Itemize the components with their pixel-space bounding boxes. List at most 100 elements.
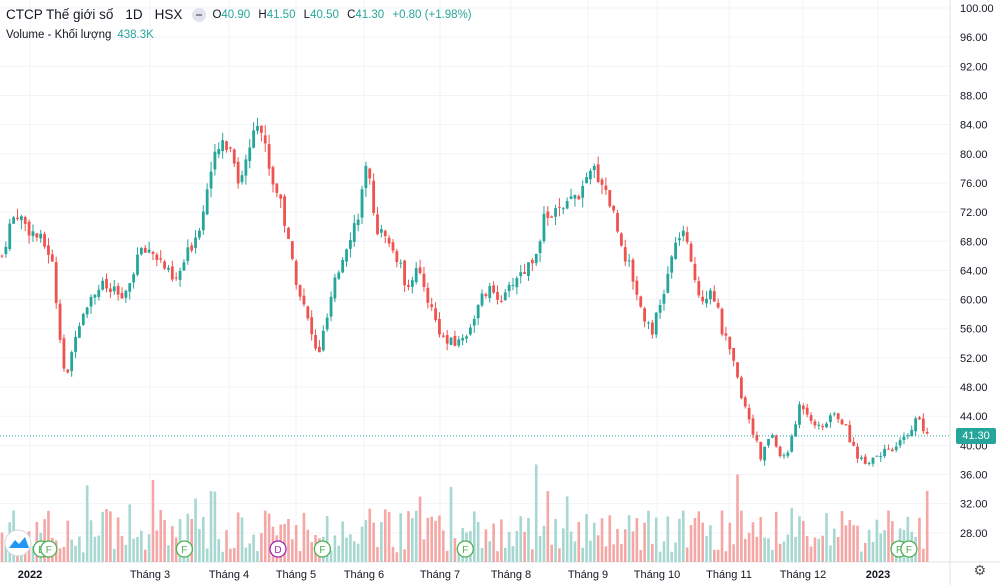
candle-body [914, 418, 917, 432]
candle-body [697, 281, 701, 296]
candle-body [790, 436, 794, 452]
candle-body [829, 415, 832, 423]
candle-body [205, 189, 209, 215]
y-tick-label: 100.00 [960, 3, 994, 15]
candle-body [515, 278, 519, 288]
candle-body [724, 333, 728, 336]
volume-bar [790, 508, 794, 562]
volume-bar [728, 522, 732, 562]
candle-body [805, 407, 809, 415]
eye-icon[interactable] [192, 8, 207, 22]
candle-body [631, 259, 635, 282]
candle-body [163, 261, 166, 269]
volume-bar [697, 511, 701, 562]
candle-body [407, 284, 410, 287]
candle-body [898, 440, 902, 446]
volume-bar [832, 528, 836, 562]
volume-bar [573, 541, 577, 562]
candle-body [387, 237, 391, 244]
cloud-logo-icon[interactable] [4, 529, 32, 557]
candle-body [221, 140, 225, 152]
candle-body [604, 185, 608, 190]
candle-body [619, 233, 623, 246]
candle-body [124, 290, 128, 298]
volume-bar [178, 519, 182, 562]
candle-body [19, 216, 23, 221]
candle-body [496, 292, 499, 300]
close-value: 41.30 [355, 9, 385, 21]
candle-body [472, 318, 476, 326]
y-tick-label: 64.00 [960, 265, 988, 277]
candle-body [480, 293, 484, 306]
candle-body [871, 457, 875, 464]
candle-body [345, 249, 348, 262]
candle-body [732, 347, 736, 361]
candle-body [848, 424, 852, 443]
y-tick-label: 84.00 [960, 120, 988, 132]
volume-bar [70, 539, 73, 562]
volume-bar [395, 552, 399, 562]
volume-bar [794, 536, 797, 562]
gear-icon[interactable]: ⚙ [973, 562, 986, 578]
candle-body [116, 285, 120, 295]
event-marker-label: D [274, 545, 281, 556]
candle-body [186, 247, 190, 262]
candle-body [616, 213, 619, 232]
symbol-name[interactable]: CTCP Thế giới số [6, 7, 114, 22]
y-tick-label: 28.00 [960, 528, 988, 540]
candle-body [461, 338, 465, 341]
volume-bar [101, 512, 104, 562]
volume-bar [198, 529, 201, 562]
volume-bar [631, 531, 635, 562]
candle-body [530, 260, 534, 264]
candle-body [685, 232, 689, 242]
candle-body [534, 253, 538, 264]
volume-bar [887, 510, 890, 562]
candle-body [139, 247, 143, 255]
candle-body [836, 413, 840, 420]
open-value: 40.90 [221, 9, 251, 21]
volume-bar [267, 513, 271, 562]
volume-bar [364, 519, 368, 562]
volume-bar [213, 491, 217, 562]
volume-bar [534, 464, 538, 562]
volume-bar [407, 511, 410, 562]
y-tick-label: 96.00 [960, 32, 988, 44]
interval[interactable]: 1D [125, 7, 143, 22]
candle-body [376, 214, 379, 235]
candle-body [701, 296, 705, 302]
volume-bar [856, 525, 859, 562]
event-marker [313, 540, 332, 558]
volume-bar [871, 541, 875, 562]
candle-body [859, 457, 863, 459]
candle-body [438, 318, 441, 335]
volume-bar [442, 530, 445, 562]
candle-body [569, 196, 573, 199]
volume-bar [507, 531, 511, 562]
candle-body [492, 285, 496, 293]
candle-body [108, 288, 112, 292]
candle-body [283, 196, 286, 226]
volume-bar [403, 549, 406, 562]
event-marker-label: F [896, 545, 902, 556]
candle-body [554, 208, 557, 217]
volume-bar [767, 538, 770, 562]
candle-body [360, 189, 364, 218]
candle-body [310, 317, 314, 335]
volume-bar [116, 517, 120, 562]
x-tick-label: 2022 [18, 569, 42, 581]
volume-bar [155, 530, 159, 562]
volume-bar [616, 528, 619, 562]
volume-bar [0, 532, 4, 562]
candle-body [875, 455, 879, 457]
candle-body [573, 195, 577, 199]
volume-bar [58, 548, 62, 562]
candle-body [201, 211, 205, 231]
volume-bar [658, 551, 662, 562]
candle-body [565, 201, 569, 209]
volume-bar [356, 543, 360, 562]
volume-bar [232, 547, 236, 562]
candle-body [809, 415, 813, 421]
volume-bar [368, 508, 372, 562]
